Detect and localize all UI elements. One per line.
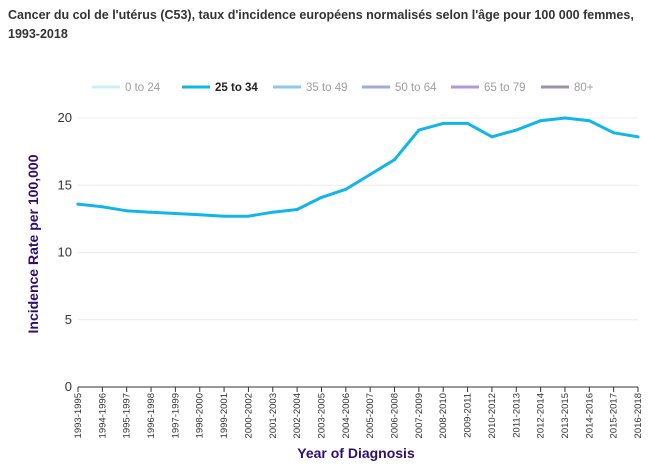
data-point-23 xyxy=(636,135,640,139)
x-tick-label-22: 2015-2017 xyxy=(609,393,620,438)
legend-item-4[interactable]: 65 to 79 xyxy=(484,82,526,94)
legend: 0 to 24 25 to 34 35 to 49 50 to 64 65 to 79 8… xyxy=(92,82,594,94)
x-tick-label-7: 2000-2002 xyxy=(243,393,254,438)
x-tick-label-1: 1994-1996 xyxy=(97,393,108,438)
x-tick-label-19: 2012-2014 xyxy=(536,393,547,438)
data-point-5 xyxy=(198,213,202,217)
x-tick-label-10: 2003-2005 xyxy=(316,393,327,438)
y-axis-ticks: 0 5 10 15 20 xyxy=(58,110,72,394)
data-point-8 xyxy=(271,210,275,214)
data-point-16 xyxy=(466,121,470,125)
data-point-2 xyxy=(125,209,129,213)
data-point-9 xyxy=(295,207,299,211)
x-tick-label-2: 1995-1997 xyxy=(122,393,133,438)
series-line-0 xyxy=(76,116,640,218)
x-tick-label-9: 2002-2004 xyxy=(292,393,303,438)
x-tick-label-4: 1997-1999 xyxy=(170,393,181,438)
legend-item-5[interactable]: 80+ xyxy=(574,82,594,94)
data-point-17 xyxy=(490,135,494,139)
x-tick-label-23: 2016-2018 xyxy=(633,393,644,438)
x-tick-label-15: 2008-2010 xyxy=(438,393,449,438)
series-group xyxy=(76,116,640,218)
chart-title: Cancer du col de l'utérus (C53), taux d'… xyxy=(8,8,634,41)
x-tick-label-11: 2004-2006 xyxy=(341,393,352,438)
x-axis-title: Year of Diagnosis xyxy=(297,445,415,461)
legend-item-1[interactable]: 25 to 34 xyxy=(215,82,258,94)
x-tick-label-6: 1999-2001 xyxy=(219,393,230,438)
x-axis-ticks: 1993-1995 1994-1996 1995-1997 1996-1998 1997… xyxy=(73,387,644,438)
x-tick-label-3: 1996-1998 xyxy=(146,393,157,438)
y-tick-label-4: 20 xyxy=(58,110,72,125)
data-point-10 xyxy=(319,195,323,199)
y-tick-label-3: 15 xyxy=(58,177,72,192)
data-point-22 xyxy=(612,131,616,135)
x-tick-label-18: 2011-2013 xyxy=(511,393,522,438)
data-point-11 xyxy=(344,187,348,191)
data-point-3 xyxy=(149,210,153,214)
y-tick-label-2: 10 xyxy=(58,245,72,260)
data-point-12 xyxy=(368,172,372,176)
grid-lines xyxy=(78,117,638,321)
x-tick-label-14: 2007-2009 xyxy=(414,393,425,438)
data-point-4 xyxy=(173,211,177,215)
data-point-18 xyxy=(514,128,518,132)
legend-item-2[interactable]: 35 to 49 xyxy=(306,82,348,94)
data-point-20 xyxy=(563,116,567,120)
x-tick-label-8: 2001-2003 xyxy=(268,393,279,438)
data-point-13 xyxy=(393,158,397,162)
y-tick-label-0: 0 xyxy=(65,379,72,394)
data-point-21 xyxy=(587,119,591,123)
x-tick-label-16: 2009-2011 xyxy=(463,393,474,438)
data-point-1 xyxy=(100,205,104,209)
y-tick-label-1: 5 xyxy=(65,312,72,327)
x-tick-label-21: 2014-2016 xyxy=(584,393,595,438)
data-point-14 xyxy=(417,128,421,132)
y-axis-title: Incidence Rate per 100,000 xyxy=(25,154,41,333)
data-point-7 xyxy=(246,214,250,218)
x-tick-label-12: 2005-2007 xyxy=(365,393,376,438)
legend-item-0[interactable]: 0 to 24 xyxy=(125,82,161,94)
data-point-6 xyxy=(222,214,226,218)
data-point-0 xyxy=(76,202,80,206)
x-tick-label-0: 1993-1995 xyxy=(73,393,84,438)
x-tick-label-13: 2006-2008 xyxy=(390,393,401,438)
legend-item-3[interactable]: 50 to 64 xyxy=(395,82,437,94)
x-tick-label-5: 1998-2000 xyxy=(195,393,206,438)
x-tick-label-20: 2013-2015 xyxy=(560,393,571,438)
data-point-15 xyxy=(441,121,445,125)
data-point-19 xyxy=(539,119,543,123)
x-tick-label-17: 2010-2012 xyxy=(487,393,498,438)
